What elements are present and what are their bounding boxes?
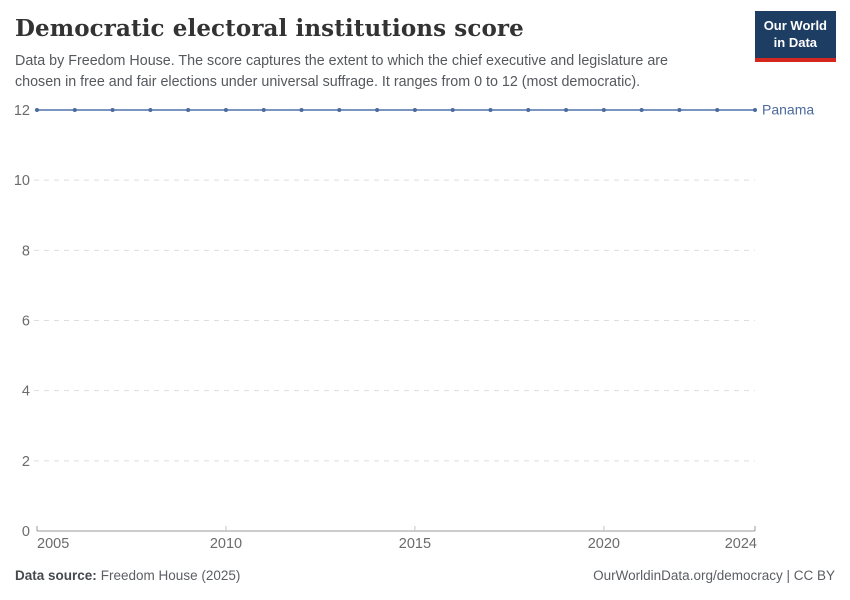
data-point[interactable] <box>564 108 569 112</box>
data-point[interactable] <box>148 108 153 112</box>
y-tick-label: 0 <box>22 524 30 540</box>
data-source: Data source: Freedom House (2025) <box>15 568 240 583</box>
data-point[interactable] <box>337 108 342 112</box>
x-tick-label: 2024 <box>725 536 757 552</box>
x-tick-label: 2020 <box>588 536 620 552</box>
data-point[interactable] <box>110 108 115 112</box>
data-point[interactable] <box>72 108 77 112</box>
data-point[interactable] <box>375 108 380 112</box>
data-point[interactable] <box>299 108 304 112</box>
data-point[interactable] <box>526 108 531 112</box>
owid-logo-line1: Our World <box>763 18 827 33</box>
chart-header: Democratic electoral institutions score … <box>15 14 750 94</box>
data-point[interactable] <box>677 108 682 112</box>
data-point[interactable] <box>601 108 606 112</box>
series-label[interactable]: Panama <box>762 102 814 118</box>
data-point[interactable] <box>412 108 417 112</box>
y-tick-label: 2 <box>22 454 30 470</box>
gridlines <box>34 109 755 462</box>
data-point[interactable] <box>639 108 644 112</box>
data-source-label: Data source: <box>15 568 97 583</box>
data-point[interactable] <box>35 108 39 112</box>
y-tick-label: 8 <box>22 243 30 259</box>
credit-link[interactable]: OurWorldinData.org/democracy | CC BY <box>593 568 835 583</box>
data-point[interactable] <box>715 108 720 112</box>
x-axis: 2005 2010 2015 2020 2024 <box>36 526 757 552</box>
data-point[interactable] <box>450 108 455 112</box>
data-point[interactable] <box>488 108 493 112</box>
data-point[interactable] <box>753 108 757 112</box>
y-tick-label: 6 <box>22 314 30 330</box>
data-point[interactable] <box>223 108 228 112</box>
chart-area: 0 2 4 6 8 10 12 2005 2010 2015 2020 2024 Panama <box>0 95 850 570</box>
y-axis-labels: 0 2 4 6 8 10 12 <box>14 103 30 540</box>
data-series[interactable]: Panama <box>35 102 814 118</box>
chart-canvas[interactable]: 0 2 4 6 8 10 12 2005 2010 2015 2020 2024 Panama <box>0 95 850 570</box>
y-tick-label: 10 <box>14 173 30 189</box>
owid-logo[interactable]: Our World in Data <box>754 11 836 62</box>
owid-logo-line2: in Data <box>773 34 818 50</box>
x-tick-label: 2015 <box>399 536 431 552</box>
y-tick-label: 12 <box>14 103 30 119</box>
chart-footer: Data source: Freedom House (2025) OurWorl… <box>15 568 835 583</box>
chart-title: Democratic electoral institutions score <box>15 15 524 42</box>
data-point[interactable] <box>186 108 191 112</box>
chart-subtitle: Data by Freedom House. The score capture… <box>15 53 668 91</box>
x-tick-label: 2005 <box>37 536 69 552</box>
data-point[interactable] <box>261 108 266 112</box>
x-tick-label: 2010 <box>210 536 242 552</box>
y-tick-label: 4 <box>22 384 30 400</box>
data-source-value: Freedom House (2025) <box>100 568 241 583</box>
